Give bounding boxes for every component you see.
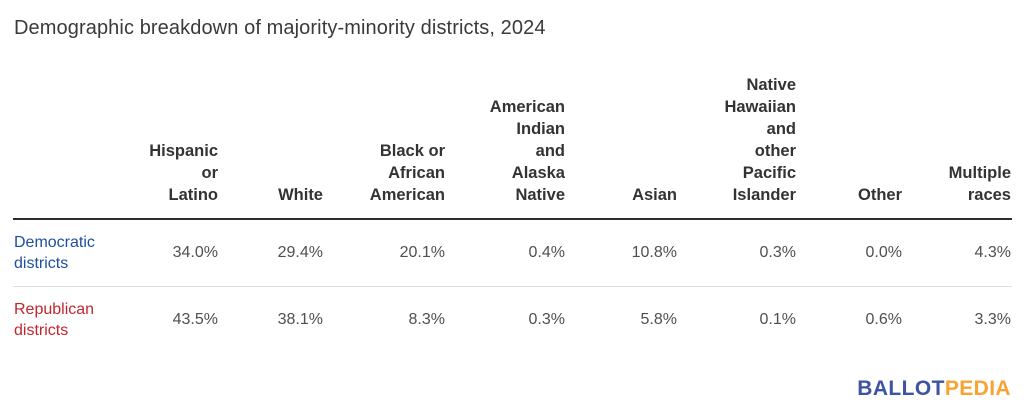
column-header-american-indian-alaska-native: American Indian and Alaska Native [446, 62, 566, 220]
cell-republican-nhpi: 0.1% [759, 311, 796, 328]
cell-democratic-aian: 0.4% [446, 219, 566, 287]
cell-democratic-nhpi: 0.3% [678, 219, 797, 287]
column-header-native-hawaiian-pacific-islander: Native Hawaiian and other Pacific Island… [678, 62, 797, 220]
cell-republican-aian: 0.3% [528, 311, 565, 328]
cell-republican-other: 0.6% [865, 311, 902, 328]
cell-republican-hispanic: 43.5% [172, 311, 218, 328]
table-row-republican: Republican districts 43.5% 38.1% 8.3% 0.… [13, 287, 1012, 354]
ballotpedia-logo: BALLOTPEDIA [857, 377, 1011, 401]
table-row-democratic: Democratic districts 34.0% 29.4% 20.1% 0… [13, 219, 1012, 287]
column-header-multiple-races: Multiple races [903, 62, 1012, 220]
cell-democratic-white: 29.4% [219, 219, 324, 287]
cell-democratic-asian: 10.8% [566, 219, 678, 287]
table-header-row: Hispanic or Latino White Black or Africa… [13, 62, 1012, 220]
ballotpedia-logo-ballot: BALLOT [857, 377, 945, 400]
cell-democratic-black: 20.1% [324, 219, 446, 287]
ballotpedia-logo-pedia: PEDIA [944, 377, 1011, 400]
cell-democratic-hispanic: 34.0% [119, 219, 219, 287]
page-title: Demographic breakdown of majority-minori… [14, 17, 546, 39]
column-header-other: Other [797, 62, 903, 220]
demographics-table: Hispanic or Latino White Black or Africa… [13, 62, 1012, 353]
cell-republican-black: 8.3% [408, 311, 445, 328]
column-header-hispanic-or-latino: Hispanic or Latino [119, 62, 219, 220]
cell-republican-multiple: 3.3% [974, 311, 1011, 328]
column-header-white: White [219, 62, 324, 220]
column-header-asian: Asian [566, 62, 678, 220]
cell-democratic-multiple: 4.3% [903, 219, 1012, 287]
cell-republican-white: 38.1% [277, 311, 323, 328]
cell-republican-asian: 5.8% [640, 311, 677, 328]
row-label-democratic-districts: Democratic districts [13, 219, 119, 287]
cell-democratic-other: 0.0% [797, 219, 903, 287]
row-label-republican-districts: Republican districts [14, 301, 95, 339]
column-header-blank [13, 62, 119, 220]
column-header-black-or-african-american: Black or African American [324, 62, 446, 220]
